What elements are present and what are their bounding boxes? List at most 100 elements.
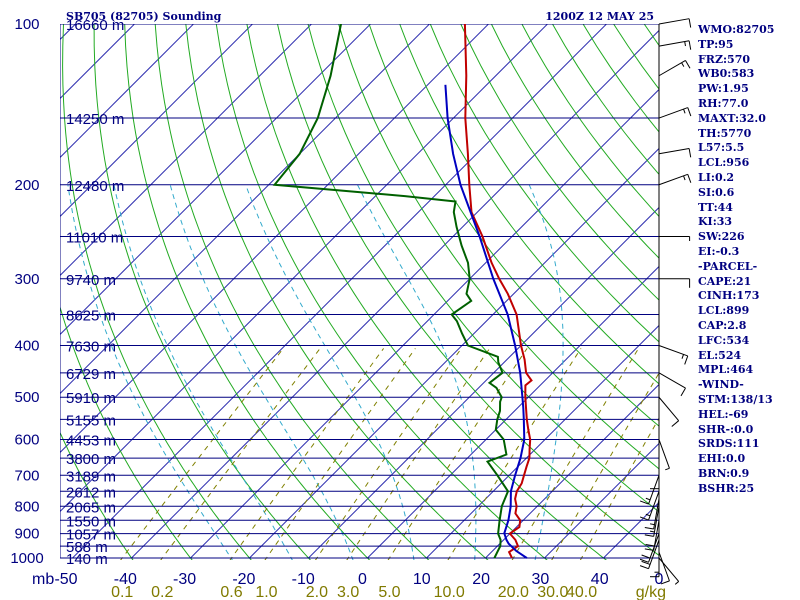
index-item: LFC:534 [698,333,750,347]
dry-adiabat [93,24,312,560]
index-item: SHR-:0.0 [698,422,754,436]
isotherm-line [60,24,430,395]
dry-adiabat [490,24,659,259]
index-item: HEL:-69 [698,407,749,421]
mixing-ratio-line [511,348,640,560]
dewpoint-line [272,24,510,559]
wind-barb-shaft [658,439,670,469]
isotherm-line [485,383,659,559]
index-item: WB0:583 [698,67,755,81]
isotherm-line [544,442,659,559]
wind-barb-flag [644,548,654,551]
mixing-ratio-line [229,348,385,560]
wind-barb [644,498,660,530]
isotherm-line [190,88,659,559]
height-label: 2065 m [66,499,116,516]
index-item: -WIND- [698,378,744,392]
wind-barb-half [683,175,686,181]
mixing-ratio-label: 0.2 [151,584,173,600]
moist-adiabat [113,184,293,560]
height-label: 14250 m [66,111,124,128]
isotherm-line [72,24,607,559]
index-item: BRN:0.9 [698,466,750,480]
wind-barb [659,278,691,288]
wind-barb-flag [684,355,689,365]
pressure-tick-label: 800 [14,498,39,515]
wind-barb-half [681,354,684,359]
wind-barb-flag [639,558,649,563]
temperature-tick-label: -50 [54,571,77,588]
index-item: EI:-0.3 [698,244,740,258]
wind-barb-shaft [658,396,680,422]
pressure-tick-label: 1000 [10,550,43,567]
wind-barb [639,539,660,570]
index-item: STM:138/13 [698,392,773,406]
wind-barb-shaft [648,475,660,505]
wind-barb-half [649,530,655,533]
wind-barb-flag [641,554,651,559]
height-label: 4453 m [66,433,116,450]
temperature-tick-label: -10 [292,571,315,588]
dry-adiabat [185,24,489,560]
wind-barb-flag [639,565,649,570]
isotherm-line [60,24,548,513]
index-item: KI:33 [698,215,733,229]
pressure-tick-label: 900 [14,526,39,543]
wind-barb-half [645,497,651,501]
mixing-ratio-label: 5.0 [378,584,400,600]
wind-barb [658,551,670,585]
wind-barb-shaft [648,491,660,521]
height-label: 5155 m [66,412,116,429]
pressure-unit-label: mb [32,571,54,588]
height-label: 11010 m [66,229,123,246]
dry-adiabat [429,24,659,343]
wind-barb-flag [639,500,649,505]
background-lines [60,24,659,560]
height-label: 3189 m [66,468,116,485]
temperature-tick-label: 30 [532,571,550,588]
index-item: RH:77.0 [698,96,749,110]
index-item: LCL:899 [698,304,750,318]
wind-barb-shaft [653,506,660,537]
wind-barb-shaft [648,539,660,569]
wind-barb-flag [680,387,686,397]
wind-barb [650,546,660,578]
wind-barb-half [684,41,686,47]
wind-barb-flag [688,18,692,28]
wind-barb [658,439,670,471]
mixing-ratio-label: 0.6 [220,584,242,600]
wind-barb-flag [685,60,691,69]
moist-adiabat [528,184,564,560]
wind-barb [644,520,660,551]
mixing-ratio-unit-label: g/kg [636,584,666,600]
dry-adiabat [154,24,430,560]
temperature-tick-label: -40 [114,571,137,588]
index-item: CAPE:21 [698,274,752,288]
isotherm-line [60,24,253,218]
parcel-line [444,84,528,559]
height-label: 1550 m [66,513,116,530]
mixing-ratio-label: 1.0 [255,584,277,600]
mixing-ratio-line [387,348,528,560]
mixing-ratio-line [160,348,321,560]
index-item: TP:95 [698,37,734,51]
pressure-tick-label: 600 [14,432,39,449]
dry-adiabat [62,24,252,560]
pressure-tick-label: 500 [14,389,39,406]
index-item: SW:226 [698,230,745,244]
temperature-tick-label: -30 [173,571,196,588]
temperature-tick-label: 10 [413,571,431,588]
plot-frame [60,24,659,559]
moist-adiabat [245,184,415,560]
dry-adiabat [60,431,134,560]
wind-barb-shaft [658,60,686,77]
dry-adiabat [60,305,193,560]
pressure-tick-label: 300 [14,271,39,288]
height-label: 9740 m [66,272,116,289]
isotherm-line [60,24,312,277]
index-item: PW:1.95 [698,82,749,96]
wind-barb-shaft [658,372,686,389]
wind-barb-flag [688,148,692,158]
